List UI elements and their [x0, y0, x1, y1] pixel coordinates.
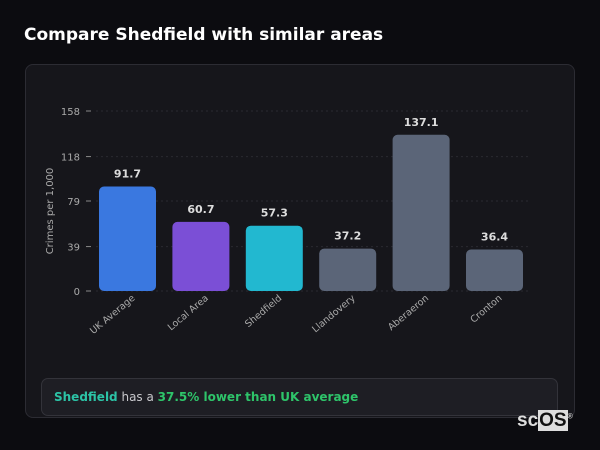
- summary-text: has a: [117, 390, 158, 404]
- bar-value-label: 91.7: [114, 168, 141, 181]
- y-tick-label: 39: [67, 243, 80, 254]
- bar-shedfield: [245, 225, 303, 291]
- bar-llandovery: [319, 248, 377, 291]
- bar-uk-average: [99, 186, 156, 291]
- bar-value-label: 36.4: [481, 231, 508, 244]
- x-tick-label: Cronton: [468, 293, 504, 326]
- scos-logo: scOS®: [517, 410, 573, 431]
- bar-value-label: 37.2: [334, 230, 361, 243]
- bar-value-label: 60.7: [187, 203, 214, 216]
- summary-box: Shedfield has a 37.5% lower than UK aver…: [41, 378, 558, 416]
- y-tick-label: 118: [61, 153, 80, 164]
- bar-aberaeron: [392, 134, 450, 291]
- x-tick-label: UK Average: [88, 293, 137, 337]
- x-tick-label: Aberaeron: [386, 293, 431, 333]
- bar-cronton: [466, 249, 523, 291]
- y-axis-label: Crimes per 1,000: [45, 168, 56, 255]
- summary-area: Shedfield: [54, 390, 118, 404]
- summary-comparison: 37.5% lower than UK average: [157, 390, 359, 404]
- bar-value-label: 137.1: [404, 116, 439, 129]
- bar-local-area: [172, 221, 230, 291]
- y-tick-label: 79: [67, 197, 80, 208]
- page-title: Compare Shedfield with similar areas: [24, 25, 384, 45]
- y-tick-label: 158: [61, 107, 80, 118]
- x-tick-label: Shedfield: [243, 293, 284, 330]
- y-tick-label: 0: [74, 287, 80, 298]
- bar-value-label: 57.3: [261, 207, 288, 220]
- x-tick-label: Local Area: [166, 293, 211, 333]
- x-tick-label: Llandovery: [310, 293, 358, 335]
